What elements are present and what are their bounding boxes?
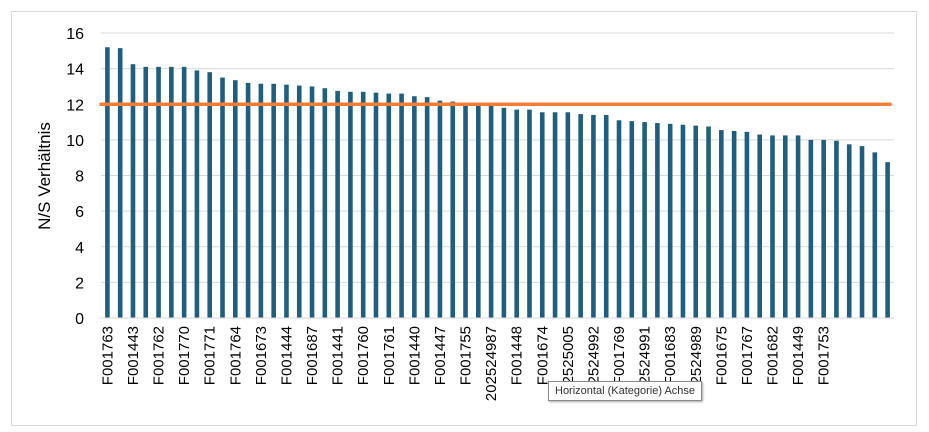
bar: [578, 114, 583, 318]
x-tick-label: F001764: [227, 326, 244, 385]
x-tick-label: F001673: [253, 326, 270, 385]
x-tick-label: F001443: [125, 326, 142, 385]
bar: [808, 139, 814, 318]
bar: [795, 135, 801, 318]
bar: [757, 134, 763, 318]
bar: [859, 146, 865, 318]
bar: [373, 92, 379, 318]
bar: [450, 101, 456, 318]
bar: [821, 139, 826, 318]
x-tick-label: F001440: [406, 326, 423, 385]
bar: [719, 130, 724, 318]
bar: [629, 121, 635, 318]
x-tick-label: F001444: [278, 326, 295, 385]
bar: [181, 66, 187, 318]
bar: [284, 84, 289, 318]
x-tick-label: 202524987: [483, 326, 500, 401]
bar: [169, 66, 174, 318]
bar: [846, 144, 852, 318]
bar: [348, 91, 353, 318]
x-tick-label: F001771: [202, 326, 219, 385]
bar: [130, 64, 136, 318]
bar: [706, 126, 711, 318]
bar: [539, 112, 545, 318]
y-tick-label: 6: [75, 204, 84, 221]
bar: [488, 105, 494, 318]
bar: [117, 48, 123, 318]
bar: [693, 125, 699, 318]
x-tick-label: F001447: [432, 326, 449, 385]
bar: [501, 107, 507, 318]
bar: [731, 130, 737, 318]
bar: [399, 93, 404, 318]
bar: [834, 140, 839, 318]
x-tick-label: F001762: [151, 326, 168, 385]
bar: [412, 96, 417, 318]
bar: [105, 47, 110, 318]
y-axis-label: N/S Verhältnis: [35, 122, 54, 230]
x-tick-label: F001755: [458, 326, 475, 385]
bar: [616, 120, 622, 318]
x-tick-label: F001675: [713, 326, 730, 385]
bar: [156, 66, 161, 318]
bar: [194, 70, 200, 318]
y-tick-label: 10: [66, 133, 84, 150]
y-tick-label: 16: [66, 26, 84, 43]
bar: [207, 72, 213, 318]
bar: [603, 114, 609, 318]
x-tick-label: F001761: [381, 326, 398, 385]
x-tick-label: F001760: [355, 326, 372, 385]
bar: [782, 135, 788, 318]
bar: [565, 112, 571, 318]
bar: [463, 104, 468, 318]
x-tick-label: F001687: [304, 326, 321, 385]
x-tick-label: F001753: [816, 326, 833, 385]
bar: [476, 104, 481, 318]
y-tick-label: 0: [75, 311, 84, 328]
x-tick-label: F001763: [99, 326, 116, 385]
bar: [744, 131, 750, 318]
x-tick-label: F001683: [662, 326, 679, 385]
bar: [872, 152, 878, 318]
bar: [143, 66, 149, 318]
bar: [309, 86, 315, 318]
bar: [680, 124, 686, 318]
bar: [296, 85, 302, 318]
bar: [527, 109, 532, 318]
y-tick-label: 8: [75, 169, 84, 186]
x-tick-label: F001441: [330, 326, 347, 385]
y-tick-label: 14: [66, 62, 84, 79]
bar: [232, 80, 238, 318]
x-tick-label: F001674: [534, 326, 551, 385]
bar: [258, 83, 264, 318]
y-tick-label: 4: [75, 240, 84, 257]
bar: [360, 91, 366, 318]
bar: [437, 100, 443, 318]
bar: [591, 114, 596, 318]
bar: [245, 82, 251, 318]
y-tick-label: 12: [66, 97, 84, 114]
bar: [514, 109, 519, 318]
bar: [667, 123, 673, 318]
bar: [424, 97, 430, 318]
bar: [552, 112, 558, 318]
bar: [885, 162, 890, 318]
x-tick-label: F001769: [611, 326, 628, 385]
bar: [220, 77, 225, 318]
x-tick-label: F001682: [764, 326, 781, 385]
bar: [642, 122, 647, 318]
axis-tooltip: Horizontal (Kategorie) Achse: [548, 381, 703, 401]
y-tick-label: 2: [75, 275, 84, 292]
bar: [322, 88, 328, 318]
x-tick-label: F001448: [509, 326, 526, 385]
x-tick-label: F001449: [790, 326, 807, 385]
bar: [770, 135, 775, 318]
bar: [655, 122, 660, 318]
bar: [335, 90, 340, 318]
x-tick-label: F001767: [739, 326, 756, 385]
x-tick-label: F001770: [176, 326, 193, 385]
bar: [271, 83, 276, 318]
bar: [386, 93, 392, 318]
